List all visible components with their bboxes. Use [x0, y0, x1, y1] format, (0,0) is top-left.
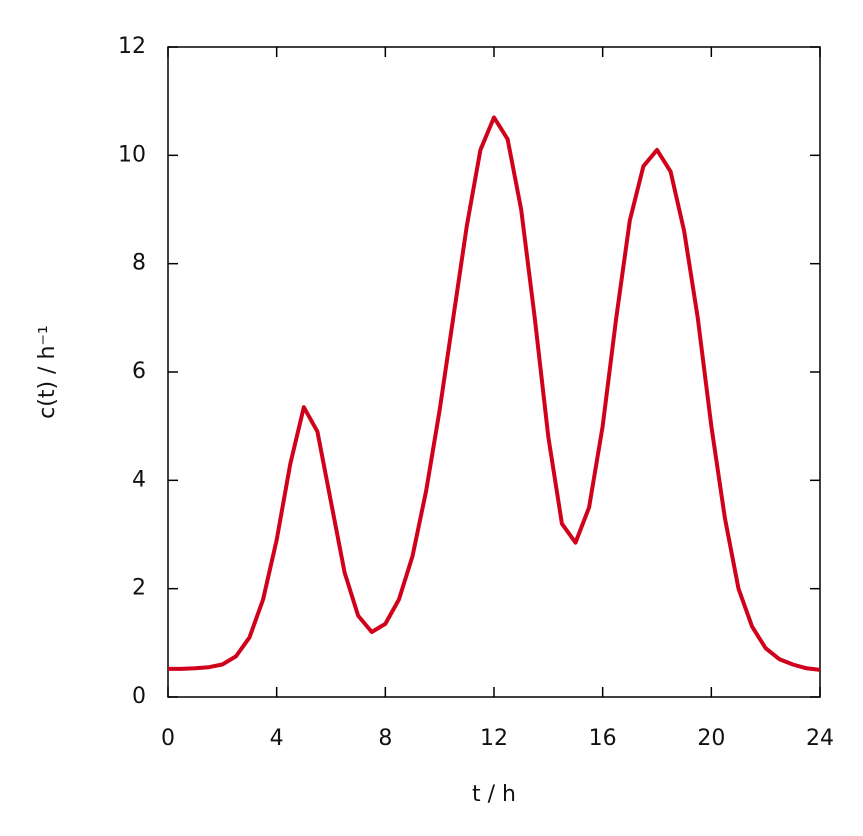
x-tick-label: 16	[589, 726, 617, 751]
y-tick-label: 4	[132, 467, 146, 492]
plot-frame	[167, 46, 821, 698]
y-tick-label: 12	[118, 34, 146, 59]
x-tick-label: 24	[806, 726, 834, 751]
x-tick-label: 4	[270, 726, 284, 751]
x-axis-label: t / h	[472, 782, 516, 807]
x-tick-label: 0	[161, 726, 175, 751]
y-tick-label: 10	[118, 142, 146, 167]
y-tick-label: 6	[132, 359, 146, 384]
y-tick-label: 2	[132, 576, 146, 601]
x-tick-label: 12	[480, 726, 508, 751]
y-tick-label: 8	[132, 251, 146, 276]
y-axis-label: c(t) / h⁻¹	[35, 325, 60, 419]
data-line	[168, 115, 821, 672]
x-tick-label: 20	[697, 726, 725, 751]
y-tick-label: 0	[132, 684, 146, 709]
x-tick-label: 8	[378, 726, 392, 751]
